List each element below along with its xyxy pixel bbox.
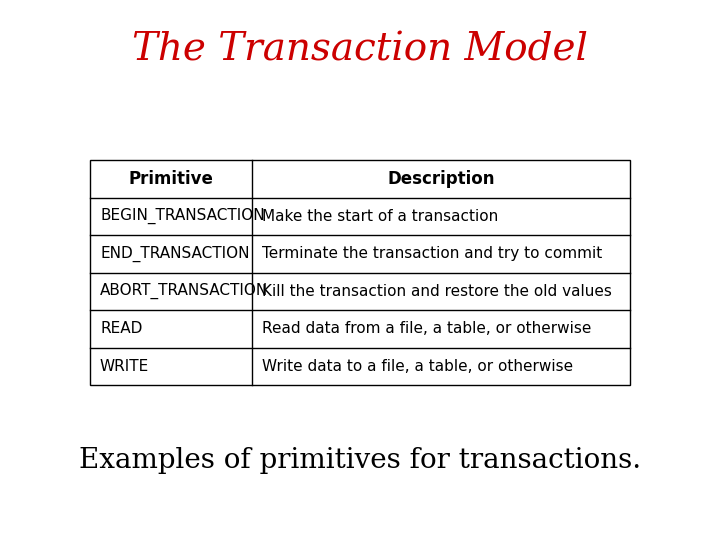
Text: Write data to a file, a table, or otherwise: Write data to a file, a table, or otherw…	[262, 359, 573, 374]
Bar	[90, 160, 630, 385]
Text: Terminate the transaction and try to commit: Terminate the transaction and try to com…	[262, 246, 602, 261]
Text: WRITE: WRITE	[100, 359, 149, 374]
Text: READ: READ	[100, 321, 143, 336]
Text: Primitive: Primitive	[129, 170, 213, 188]
Text: Make the start of a transaction: Make the start of a transaction	[262, 209, 498, 224]
Text: END_TRANSACTION: END_TRANSACTION	[100, 246, 250, 262]
Text: Examples of primitives for transactions.: Examples of primitives for transactions.	[79, 447, 641, 474]
Text: Read data from a file, a table, or otherwise: Read data from a file, a table, or other…	[262, 321, 591, 336]
Text: Description: Description	[387, 170, 495, 188]
Text: ABORT_TRANSACTION: ABORT_TRANSACTION	[100, 283, 269, 299]
Text: BEGIN_TRANSACTION: BEGIN_TRANSACTION	[100, 208, 265, 224]
Text: The Transaction Model: The Transaction Model	[132, 31, 588, 69]
Text: Kill the transaction and restore the old values: Kill the transaction and restore the old…	[262, 284, 612, 299]
